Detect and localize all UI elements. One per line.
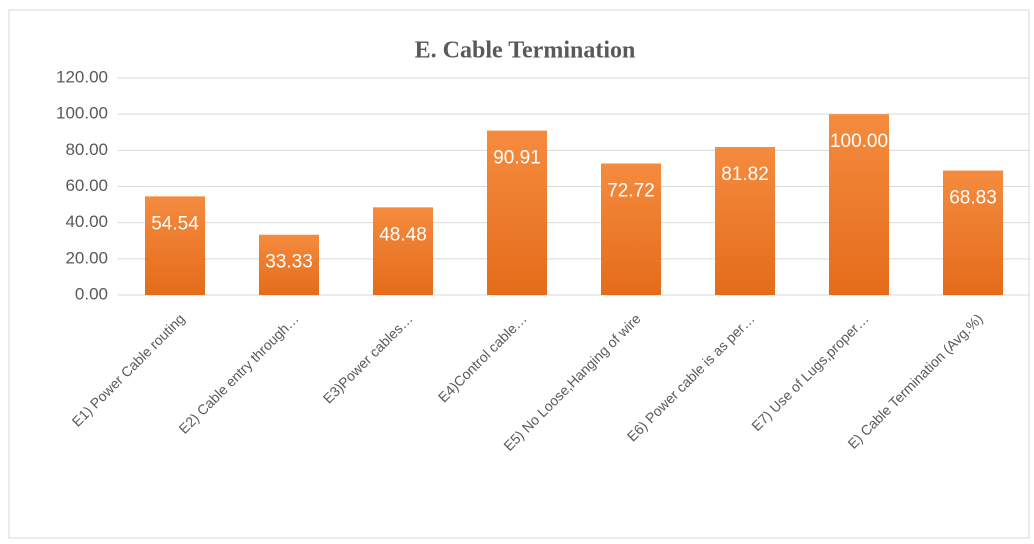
y-tick-label: 120.00 <box>56 67 108 86</box>
bar <box>829 114 889 296</box>
y-tick-label: 20.00 <box>65 248 108 267</box>
data-label: 68.83 <box>949 188 997 209</box>
data-label: 90.91 <box>493 148 541 169</box>
y-tick-label: 40.00 <box>65 212 108 231</box>
data-label: 48.48 <box>379 224 427 245</box>
bar <box>715 147 775 295</box>
bar <box>487 130 547 295</box>
y-tick-label: 80.00 <box>65 140 108 159</box>
bar <box>259 234 319 295</box>
y-tick-label: 0.00 <box>75 284 108 303</box>
bar <box>373 207 433 295</box>
bar <box>145 196 205 295</box>
y-tick-label: 100.00 <box>56 104 108 123</box>
bar <box>601 163 661 295</box>
y-tick-label: 60.00 <box>65 176 108 195</box>
data-label: 100.00 <box>830 131 888 152</box>
data-label: 33.33 <box>265 252 313 273</box>
data-label: 72.72 <box>607 181 655 202</box>
chart-title: E. Cable Termination <box>415 38 636 64</box>
data-label: 81.82 <box>721 164 769 185</box>
bar <box>943 170 1003 295</box>
data-label: 54.54 <box>151 213 199 234</box>
